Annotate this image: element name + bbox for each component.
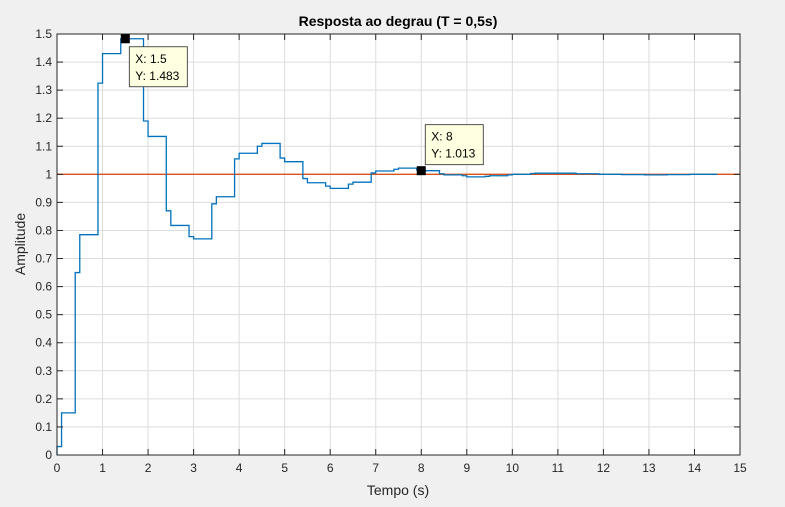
x-tick-label: 6 (327, 461, 334, 475)
x-tick-label: 14 (688, 461, 702, 475)
y-tick-label: 1.4 (35, 55, 52, 69)
y-axis-label: Amplitude (12, 213, 28, 275)
y-tick-label: 0.2 (35, 392, 52, 406)
y-tick-label: 0.4 (35, 336, 52, 350)
series-layer (56, 38, 718, 455)
datatip-y-label: Y: 1.483 (135, 69, 179, 83)
datatip-x-label: X: 8 (431, 130, 453, 144)
datatip-x-label: X: 1.5 (135, 52, 167, 66)
chart-title: Resposta ao degrau (T = 0,5s) (299, 13, 498, 29)
step-response-line[interactable] (56, 38, 718, 455)
y-tick-label: 0.9 (35, 195, 52, 209)
x-axis-label: Tempo (s) (367, 482, 429, 498)
y-tick-labels: 0 0.1 0.2 0.3 0.4 0.5 0.6 0.7 0.8 0.9 1 1.1 1.2 1.3 1.… (35, 27, 52, 462)
x-tick-label: 1 (99, 461, 106, 475)
x-tick-label: 5 (281, 461, 288, 475)
x-tick-label: 3 (190, 461, 197, 475)
x-tick-label: 12 (597, 461, 611, 475)
y-tick-label: 1 (45, 167, 52, 181)
y-tick-label: 1.5 (35, 27, 52, 41)
plot-area[interactable] (57, 34, 740, 455)
datatip-marker[interactable] (120, 34, 130, 44)
x-tick-label: 7 (372, 461, 379, 475)
x-tick-label: 11 (552, 461, 565, 475)
y-tick-label: 0.5 (35, 308, 52, 322)
x-tick-label: 2 (145, 461, 152, 475)
grid (56, 33, 741, 456)
y-tick-label: 1.1 (35, 139, 52, 153)
x-tick-label: 8 (418, 461, 425, 475)
y-tick-label: 1.2 (35, 111, 52, 125)
x-tick-labels: 0 1 2 3 4 5 6 7 8 9 10 11 12 13 14 15 (54, 461, 747, 475)
y-tick-label: 0.7 (35, 252, 52, 266)
axes-box (56, 33, 741, 456)
datatip[interactable]: X: 8 Y: 1.013 (416, 124, 484, 176)
x-tick-label: 4 (236, 461, 243, 475)
datatip-layer: X: 1.5 Y: 1.483 X: 8 Y: 1.013 (120, 34, 484, 176)
y-tick-label: 0 (45, 448, 52, 462)
datatip-marker[interactable] (416, 166, 426, 176)
datatip-y-label: Y: 1.013 (431, 147, 475, 161)
axis-ticks (56, 33, 741, 456)
datatip-box (128, 46, 188, 88)
x-tick-label: 13 (642, 461, 656, 475)
datatip[interactable]: X: 1.5 Y: 1.483 (120, 34, 188, 88)
y-tick-label: 0.6 (35, 280, 52, 294)
x-tick-label: 9 (463, 461, 470, 475)
y-tick-label: 0.3 (35, 364, 52, 378)
datatip-box (424, 124, 484, 166)
x-tick-label: 15 (733, 461, 747, 475)
y-tick-label: 1.3 (35, 83, 52, 97)
x-tick-label: 10 (506, 461, 520, 475)
y-tick-label: 0.8 (35, 223, 52, 237)
y-tick-label: 0.1 (35, 420, 52, 434)
x-tick-label: 0 (54, 461, 61, 475)
